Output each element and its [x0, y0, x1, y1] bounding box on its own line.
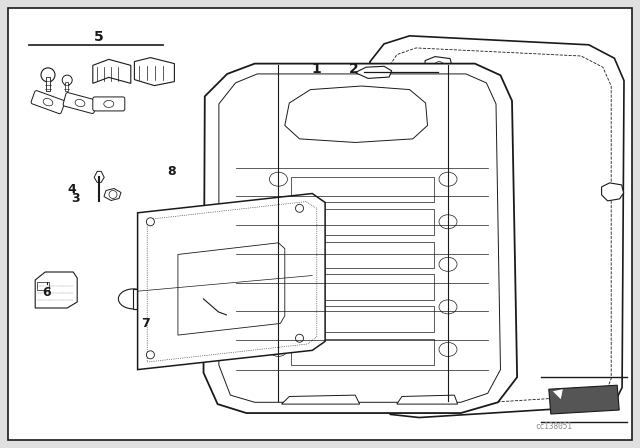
Ellipse shape	[75, 99, 85, 107]
Polygon shape	[178, 243, 285, 335]
Polygon shape	[425, 56, 452, 77]
Circle shape	[296, 204, 303, 212]
Polygon shape	[397, 395, 458, 404]
Polygon shape	[291, 274, 434, 300]
Polygon shape	[204, 64, 517, 413]
Circle shape	[434, 61, 444, 72]
Bar	[46, 77, 50, 91]
Text: cc138051: cc138051	[535, 422, 572, 431]
Ellipse shape	[104, 100, 114, 108]
Ellipse shape	[439, 257, 457, 271]
Polygon shape	[104, 189, 121, 201]
Circle shape	[147, 351, 154, 359]
Polygon shape	[291, 339, 434, 365]
Ellipse shape	[269, 257, 287, 271]
Ellipse shape	[439, 342, 457, 357]
Polygon shape	[138, 194, 325, 370]
Ellipse shape	[118, 289, 148, 309]
Circle shape	[109, 190, 117, 198]
FancyBboxPatch shape	[143, 282, 154, 292]
Polygon shape	[548, 385, 619, 414]
FancyBboxPatch shape	[93, 97, 125, 111]
Polygon shape	[291, 209, 434, 235]
Polygon shape	[35, 272, 77, 308]
Ellipse shape	[269, 300, 287, 314]
Polygon shape	[94, 172, 104, 182]
Polygon shape	[553, 389, 563, 399]
Ellipse shape	[269, 172, 287, 186]
Polygon shape	[285, 86, 428, 142]
Polygon shape	[134, 58, 174, 86]
FancyBboxPatch shape	[63, 93, 97, 113]
Polygon shape	[291, 177, 434, 202]
Ellipse shape	[439, 215, 457, 229]
Polygon shape	[355, 66, 392, 78]
Polygon shape	[93, 59, 131, 83]
Circle shape	[62, 75, 72, 85]
Bar	[37, 282, 49, 290]
Text: 5: 5	[94, 30, 104, 44]
Text: 7: 7	[141, 317, 150, 331]
Text: 3: 3	[71, 191, 80, 205]
Text: 1: 1	[312, 62, 322, 77]
FancyBboxPatch shape	[156, 282, 168, 292]
Polygon shape	[291, 242, 434, 268]
Text: 6: 6	[42, 285, 51, 299]
Polygon shape	[602, 183, 623, 201]
Ellipse shape	[179, 289, 198, 309]
Polygon shape	[370, 36, 624, 418]
Polygon shape	[291, 306, 434, 332]
Ellipse shape	[439, 172, 457, 186]
FancyBboxPatch shape	[170, 282, 182, 292]
Circle shape	[147, 218, 154, 226]
Circle shape	[296, 334, 303, 342]
Ellipse shape	[269, 215, 287, 229]
Text: 2: 2	[348, 62, 358, 77]
Circle shape	[41, 68, 55, 82]
Ellipse shape	[43, 99, 53, 106]
Text: 8: 8	[167, 164, 176, 178]
Bar	[133, 289, 188, 309]
Text: 4: 4	[67, 182, 76, 196]
Polygon shape	[282, 395, 360, 404]
Ellipse shape	[269, 342, 287, 357]
Ellipse shape	[439, 300, 457, 314]
Bar	[65, 82, 68, 91]
FancyBboxPatch shape	[31, 90, 65, 114]
